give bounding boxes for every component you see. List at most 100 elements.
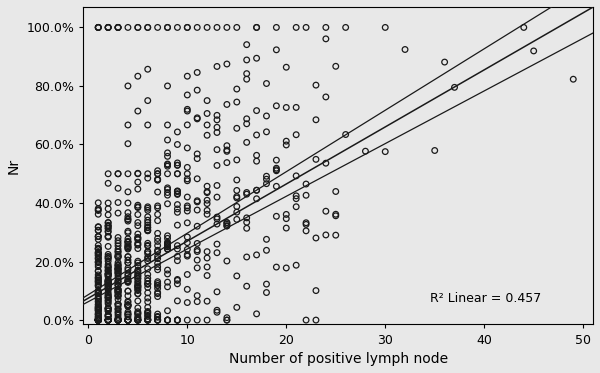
- Point: [133, 204, 143, 210]
- Point: [272, 168, 281, 174]
- Point: [202, 207, 212, 213]
- Point: [103, 271, 113, 277]
- Point: [163, 244, 172, 250]
- Point: [103, 317, 113, 323]
- Point: [153, 168, 163, 174]
- Point: [103, 317, 113, 323]
- Point: [113, 316, 123, 322]
- Point: [94, 299, 103, 305]
- Point: [311, 117, 321, 123]
- Point: [113, 243, 123, 249]
- Point: [103, 285, 113, 291]
- Point: [123, 293, 133, 299]
- Point: [113, 317, 123, 323]
- Point: [301, 181, 311, 187]
- Point: [133, 283, 143, 289]
- Point: [153, 267, 163, 273]
- Point: [163, 244, 172, 250]
- Point: [123, 189, 133, 195]
- Point: [103, 212, 113, 218]
- Point: [103, 277, 113, 283]
- Point: [153, 189, 163, 195]
- Point: [173, 160, 182, 166]
- Point: [103, 244, 113, 250]
- Point: [113, 287, 123, 293]
- Point: [103, 222, 113, 228]
- Point: [143, 240, 152, 246]
- Point: [113, 279, 123, 285]
- Point: [252, 132, 262, 138]
- Point: [94, 233, 103, 239]
- Point: [281, 142, 291, 148]
- Point: [133, 263, 143, 269]
- Point: [94, 268, 103, 274]
- Point: [519, 25, 529, 31]
- Point: [252, 252, 262, 258]
- Point: [123, 311, 133, 317]
- Point: [143, 220, 152, 226]
- Point: [103, 292, 113, 298]
- Point: [94, 268, 103, 274]
- Point: [133, 273, 143, 279]
- Point: [133, 317, 143, 323]
- Point: [103, 313, 113, 319]
- Point: [292, 196, 301, 202]
- Point: [133, 272, 143, 278]
- Point: [94, 317, 103, 323]
- Point: [173, 298, 182, 304]
- Point: [202, 189, 212, 195]
- Point: [182, 317, 192, 323]
- Point: [193, 207, 202, 213]
- Point: [380, 25, 390, 31]
- Point: [242, 70, 251, 76]
- Point: [103, 317, 113, 323]
- Point: [94, 288, 103, 294]
- Point: [153, 218, 163, 224]
- Point: [163, 137, 172, 143]
- Point: [94, 250, 103, 256]
- Point: [301, 192, 311, 198]
- Point: [133, 282, 143, 288]
- Point: [182, 203, 192, 209]
- Point: [163, 246, 172, 252]
- Point: [262, 173, 271, 179]
- Point: [143, 317, 152, 323]
- Point: [173, 278, 182, 283]
- Point: [133, 275, 143, 281]
- Point: [153, 249, 163, 255]
- Point: [103, 279, 113, 285]
- Point: [123, 298, 133, 304]
- Point: [113, 275, 123, 281]
- Point: [380, 148, 390, 154]
- Point: [123, 302, 133, 308]
- Point: [222, 315, 232, 321]
- Point: [103, 25, 113, 31]
- Point: [133, 260, 143, 266]
- Point: [212, 241, 222, 247]
- Point: [232, 216, 242, 222]
- Point: [242, 76, 251, 82]
- Point: [133, 286, 143, 292]
- Point: [113, 267, 123, 273]
- Point: [173, 189, 182, 195]
- Point: [113, 263, 123, 269]
- Point: [361, 148, 370, 154]
- Point: [103, 272, 113, 278]
- Point: [262, 236, 271, 242]
- Point: [232, 195, 242, 201]
- Point: [103, 278, 113, 284]
- Point: [173, 129, 182, 135]
- Point: [281, 225, 291, 231]
- Point: [94, 200, 103, 206]
- Point: [222, 317, 232, 323]
- Point: [163, 83, 172, 89]
- Point: [321, 232, 331, 238]
- Point: [103, 283, 113, 289]
- Point: [94, 317, 103, 323]
- Point: [113, 263, 123, 269]
- Point: [173, 191, 182, 197]
- Point: [103, 314, 113, 320]
- Point: [242, 215, 251, 221]
- Point: [272, 25, 281, 31]
- Point: [173, 162, 182, 168]
